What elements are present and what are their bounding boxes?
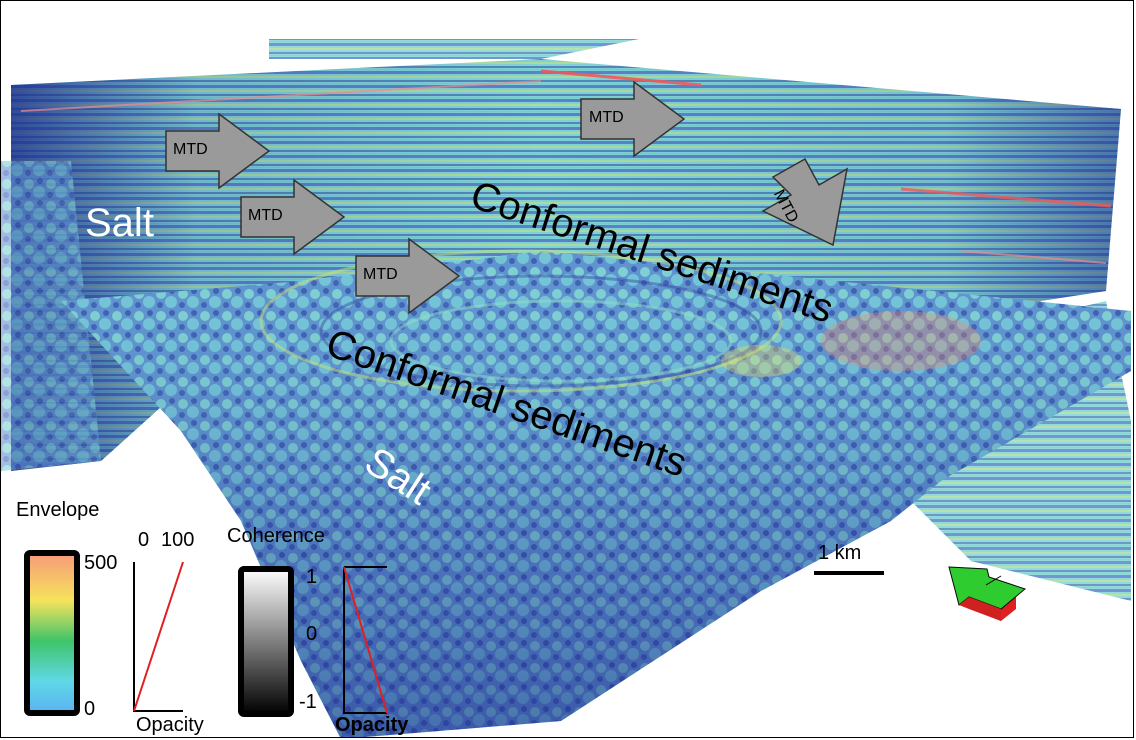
envelope-legend-title: Envelope: [16, 499, 100, 521]
coherence-legend-title: Coherence: [227, 525, 325, 547]
coherence-max-label: 1: [306, 566, 318, 588]
envelope-min-label: 0: [84, 698, 96, 720]
coherence-mid-label: 0: [306, 623, 318, 645]
envelope-opacity-min: 0: [138, 529, 150, 551]
north-arrow-icon: [948, 566, 1027, 621]
mtd-label-2: MTD: [248, 207, 283, 224]
coherence-opacity-label: Opacity: [335, 714, 409, 736]
salt-label-upper: Salt: [85, 201, 154, 245]
envelope-max-label: 500: [84, 552, 118, 574]
coherence-min-label: -1: [299, 691, 317, 713]
mtd-label-1: MTD: [173, 141, 208, 158]
mtd-label-4: MTD: [589, 109, 624, 126]
envelope-opacity-max: 100: [161, 529, 195, 551]
mtd-label-3: MTD: [363, 266, 398, 283]
scale-bar-label: 1 km: [818, 542, 862, 564]
envelope-opacity-label: Opacity: [136, 714, 204, 736]
